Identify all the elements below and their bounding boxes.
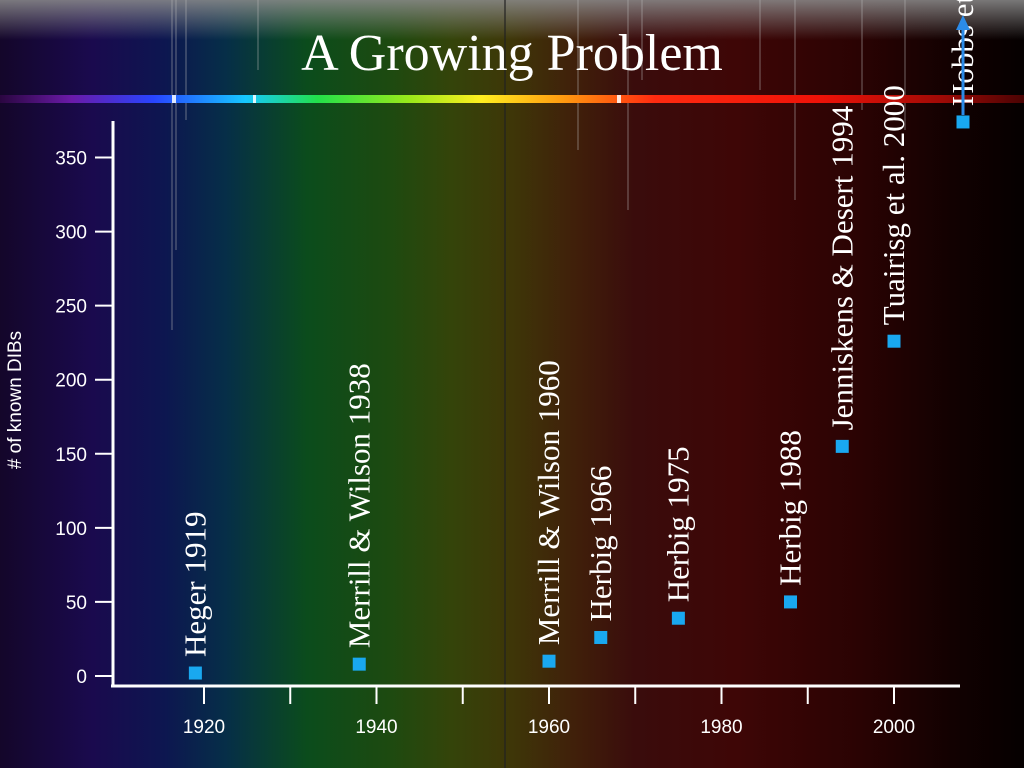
y-tick-label: 200 — [55, 371, 87, 392]
data-point — [594, 630, 608, 644]
x-ticks: 1920 1940 1960 1980 2000 — [183, 686, 915, 738]
y-tick-label: 250 — [55, 297, 87, 318]
top-noise-band — [0, 0, 1024, 40]
data-point — [835, 439, 849, 453]
point-label: Herbig 1988 — [773, 430, 808, 586]
data-point — [956, 115, 970, 129]
y-tick-label: 350 — [55, 149, 87, 170]
data-point — [887, 334, 901, 348]
x-tick-label: 1920 — [183, 717, 225, 738]
point-label: Herbig 1975 — [660, 446, 695, 602]
x-tick-label: 1960 — [528, 717, 570, 738]
point-label: Heger 1919 — [177, 512, 212, 657]
data-point — [352, 657, 366, 671]
y-tick-label: 0 — [76, 667, 87, 688]
x-tick-label: 1980 — [700, 717, 742, 738]
point-label: Tuairisg et al. 2000 — [876, 85, 911, 325]
x-tick-label: 2000 — [873, 717, 915, 738]
x-tick-label: 1940 — [355, 717, 397, 738]
point-label: Merrill & Wilson 1938 — [341, 363, 376, 648]
rainbow-strip — [0, 95, 1024, 103]
slide-title: A Growing Problem — [301, 25, 723, 82]
y-tick-label: 100 — [55, 519, 87, 540]
y-tick-label: 150 — [55, 445, 87, 466]
y-tick-label: 50 — [66, 593, 87, 614]
data-point — [671, 611, 685, 625]
rainbow-strip-highlights — [172, 95, 621, 103]
point-label: Herbig 1966 — [583, 466, 618, 622]
y-axis-label: # of known DIBs — [5, 331, 26, 469]
data-point — [784, 595, 797, 609]
data-points: Heger 1919 Merrill & Wilson 1938 Merrill &… — [177, 0, 980, 680]
growth-arrow-head — [956, 15, 970, 30]
data-point — [188, 666, 202, 680]
y-ticks: 0 50 100 150 200 250 300 350 — [55, 149, 113, 688]
point-label: Merrill & Wilson 1960 — [531, 360, 566, 645]
data-point — [542, 654, 556, 668]
y-tick-label: 300 — [55, 223, 87, 244]
point-label: Jenniskens & Desert 1994 — [824, 105, 859, 430]
